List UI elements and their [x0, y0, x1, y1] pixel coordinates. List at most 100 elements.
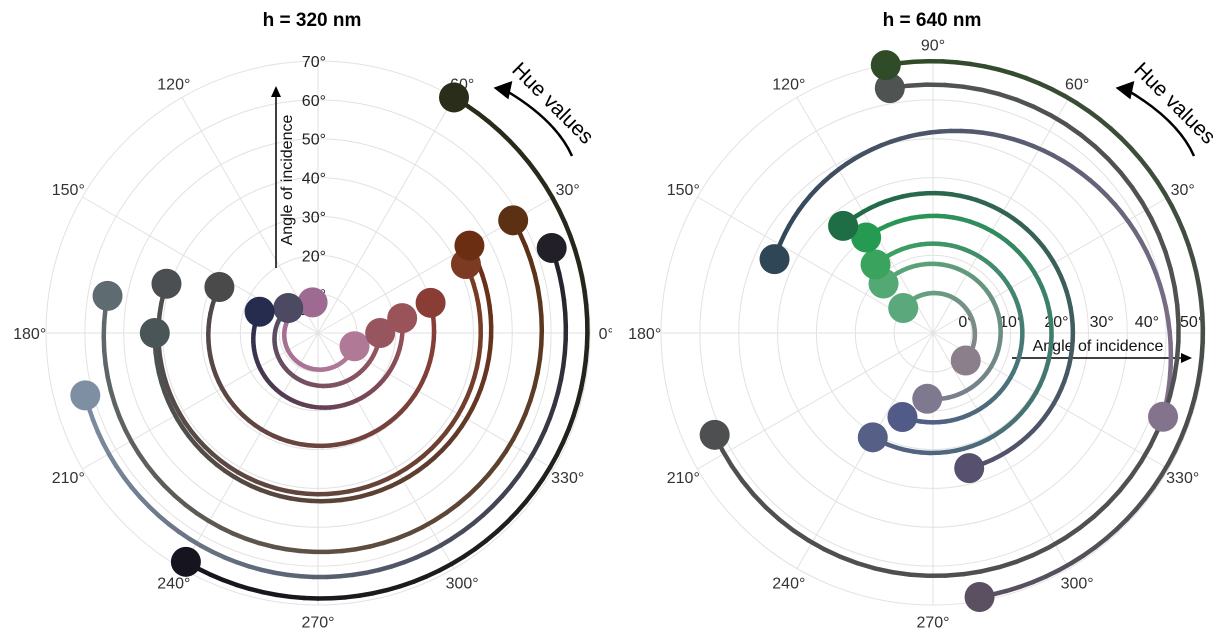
data-point — [498, 205, 529, 236]
series-arc-segment — [579, 274, 587, 294]
series-arc-segment — [1192, 382, 1200, 401]
data-point — [759, 244, 790, 275]
series-arc-segment — [1080, 545, 1097, 558]
series-arc-segment — [472, 538, 489, 552]
hue-arrowhead — [493, 80, 513, 100]
series-arc-segment — [325, 548, 345, 555]
data-point — [887, 401, 918, 432]
series-arc-segment — [954, 60, 974, 67]
data-point — [1148, 401, 1179, 432]
series-arc-segment — [381, 536, 400, 546]
series-arc-segment — [554, 439, 566, 458]
theta-tick-label: 270° — [301, 614, 334, 628]
series-arc-segment — [821, 546, 843, 560]
data-point — [950, 345, 981, 376]
data-point — [536, 232, 567, 263]
series-arc-segment — [942, 82, 966, 89]
series-arc-segment — [105, 375, 114, 394]
series-arc-segment — [1156, 232, 1168, 255]
series-arc-segment — [1047, 535, 1068, 550]
series-arc-segment — [1166, 448, 1178, 466]
hue-annotation: Hue values — [1115, 58, 1220, 157]
radial-axis-arrowhead — [1181, 353, 1192, 363]
chart-title: h = 640 nm — [883, 10, 982, 31]
series-arc-segment — [195, 566, 213, 577]
series-arc-segment — [1199, 340, 1205, 359]
angular-gridline — [181, 97, 319, 334]
series-points — [70, 82, 567, 577]
series-arc-segment — [1031, 104, 1053, 118]
series-arc-segment — [582, 288, 589, 308]
series-arc-segment — [407, 524, 425, 536]
theta-tick-label: 60° — [1065, 76, 1089, 93]
radial-axis-arrowhead — [271, 86, 281, 97]
data-point — [297, 287, 328, 318]
series-arc-segment — [991, 588, 1010, 597]
polar-chart-h640: h = 640 nm 30° 60° 90° 120° 150° 180° 210° 240°… — [612, 0, 1224, 628]
series-arc-segment — [523, 244, 533, 263]
series-arc-segment — [424, 568, 442, 579]
series-arc-segment — [1139, 200, 1154, 221]
series-arc-segment — [297, 548, 317, 555]
theta-tick-label: 240° — [772, 576, 805, 593]
series-arc-segment — [979, 564, 1002, 574]
series-arc-segment — [101, 348, 108, 367]
series-arc-segment — [411, 574, 429, 584]
series-arc-segment — [1168, 267, 1177, 290]
series-arc-segment — [532, 370, 540, 390]
series-arc-segment — [528, 384, 537, 403]
series-arc-segment — [103, 361, 111, 380]
series-arc-segment — [532, 476, 546, 493]
series-arc-segment — [398, 579, 416, 589]
series-arc-segment — [560, 426, 571, 445]
radial-tick-label: 20° — [302, 248, 326, 265]
series-arc-segment — [576, 260, 585, 280]
series-arc-segment — [463, 102, 480, 116]
series-arc-segment — [218, 525, 236, 536]
theta-tick-label: 150° — [667, 182, 700, 199]
series-arc-segment — [1036, 81, 1055, 92]
radial-tick-label: 60° — [302, 93, 326, 110]
series-arc-segment — [517, 149, 531, 165]
series-arc-segment — [550, 195, 562, 213]
series-arc-segment — [1138, 156, 1152, 173]
angular-gridline — [796, 332, 934, 569]
hue-annotation-text: Hue values — [507, 58, 598, 149]
data-point — [170, 546, 201, 577]
series-arc-segment — [1196, 283, 1204, 303]
theta-tick-label: 210° — [52, 470, 85, 487]
series-arc-segment — [1086, 108, 1103, 122]
series-arc-segment — [791, 528, 811, 543]
angular-gridline — [317, 332, 455, 569]
series-arc-segment — [1175, 216, 1186, 234]
series-arc-segment — [117, 414, 128, 433]
series-arc-segment — [1167, 375, 1177, 398]
series-arc-segment — [1118, 135, 1134, 151]
series-arc-segment — [504, 509, 520, 525]
series-arc-segment — [1128, 459, 1144, 479]
series-arc-segment — [1047, 112, 1069, 127]
series-arc-segment — [284, 547, 303, 554]
series-arc-segment — [371, 587, 390, 596]
data-point — [870, 50, 901, 81]
radial-tick-label: 30° — [1090, 314, 1114, 331]
series-arc-segment — [507, 138, 522, 154]
series-arc-segment — [495, 449, 508, 466]
series-arc-segment — [1049, 86, 1067, 99]
data-point — [454, 230, 485, 261]
series-arc-segment — [1114, 517, 1129, 532]
series-arc-segment — [1091, 501, 1110, 519]
series-arc-segment — [483, 529, 500, 543]
hue-arrow-line — [1126, 88, 1196, 157]
series-arc-segment — [1146, 167, 1160, 184]
series-arc-segment — [572, 247, 582, 266]
theta-tick-label: 270° — [916, 614, 949, 628]
series-arc-segment — [466, 482, 482, 498]
data-point — [851, 222, 882, 253]
series-arc-segment — [367, 540, 386, 549]
series-arc-segment — [537, 342, 544, 362]
series-arc-segment — [517, 230, 528, 249]
series-arc-segment — [123, 427, 134, 445]
polar-chart-svg: h = 320 nm 0° 30° 60° 120° 150° 180° 210° 240° 2… — [13, 10, 612, 628]
series-arc-segment — [1092, 144, 1111, 162]
